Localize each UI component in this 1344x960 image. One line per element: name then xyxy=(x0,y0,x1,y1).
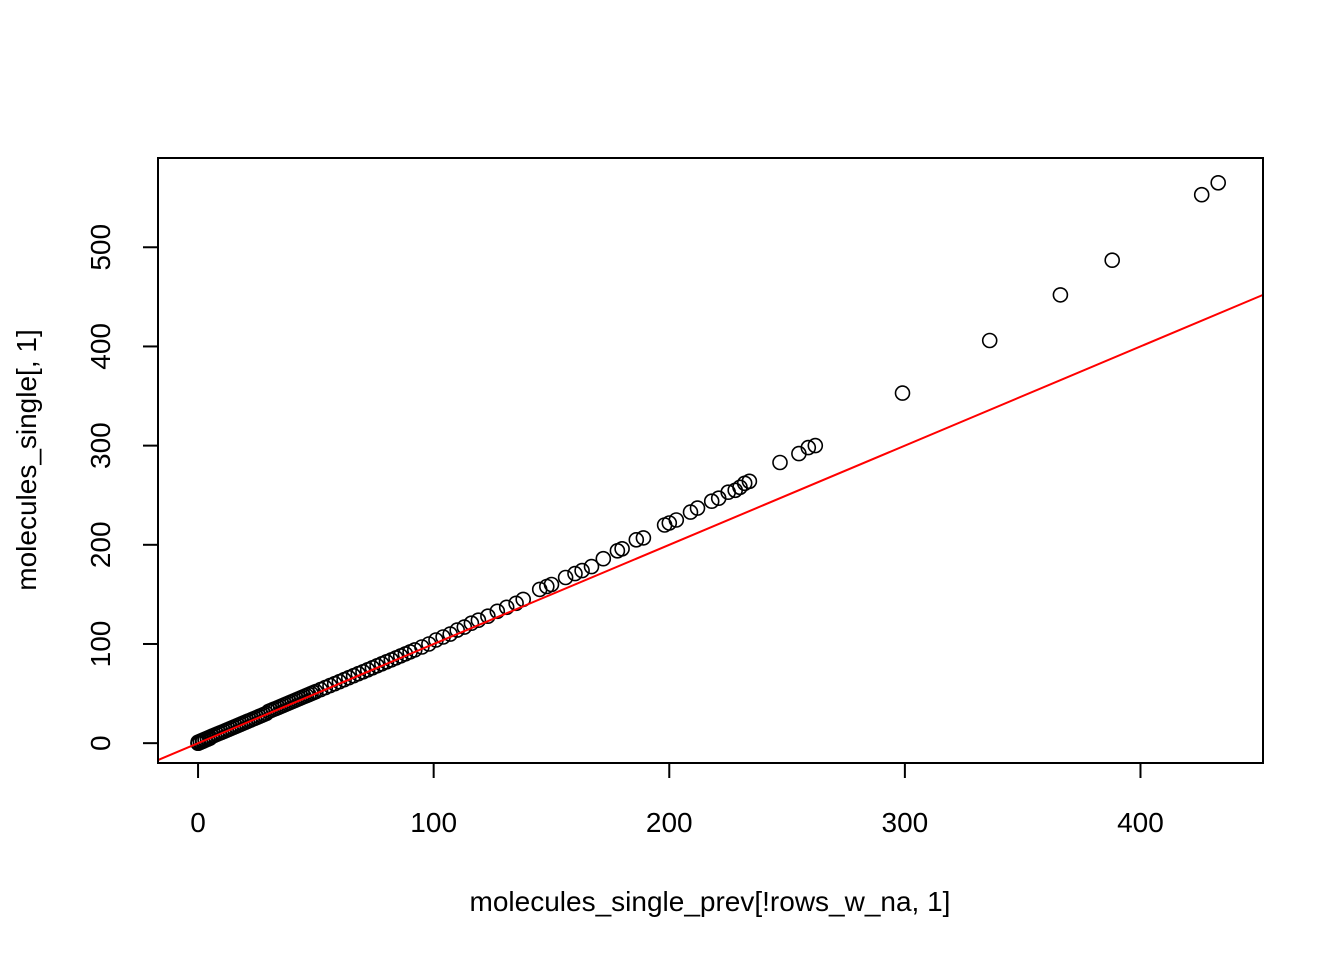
x-tick-label: 0 xyxy=(190,807,206,838)
reference-line-layer xyxy=(157,293,1264,761)
data-point xyxy=(661,515,678,531)
data-point xyxy=(800,439,817,456)
x-tick-label: 300 xyxy=(882,807,929,838)
x-tick-label: 400 xyxy=(1117,807,1164,838)
x-tick-label: 100 xyxy=(410,807,457,838)
y-tick-label: 100 xyxy=(85,621,116,668)
data-point xyxy=(1210,175,1226,191)
data-point xyxy=(595,550,612,567)
data-point xyxy=(1052,287,1069,303)
data-point xyxy=(894,385,911,401)
x-tick-label: 200 xyxy=(646,807,693,838)
data-point xyxy=(543,576,560,593)
plot-frame xyxy=(157,157,1264,764)
y-tick-label: 0 xyxy=(85,735,116,751)
data-point xyxy=(628,531,645,548)
data-point xyxy=(635,530,652,546)
y-tick-label: 400 xyxy=(85,323,116,370)
data-point xyxy=(1193,186,1210,203)
data-point xyxy=(480,608,496,625)
x-axis: 0 100 200 300 400 xyxy=(190,762,1164,838)
y-axis: 0 100 200 300 400 500 xyxy=(85,224,159,751)
reference-line xyxy=(157,293,1264,761)
data-point xyxy=(489,603,506,620)
data-point xyxy=(689,500,706,516)
data-point xyxy=(703,493,720,510)
data-point xyxy=(574,562,590,579)
data-point xyxy=(668,512,685,528)
y-axis-title: molecules_single[, 1] xyxy=(11,329,42,590)
y-tick-label: 300 xyxy=(85,422,116,469)
data-point xyxy=(1104,252,1120,269)
data-point xyxy=(741,473,758,490)
data-point xyxy=(807,437,824,454)
data-point xyxy=(583,558,600,575)
data-point xyxy=(772,454,788,471)
data-point xyxy=(463,615,480,632)
x-axis-title: molecules_single_prev[!rows_w_na, 1] xyxy=(470,886,951,917)
data-points xyxy=(190,175,1226,752)
data-point xyxy=(567,565,583,582)
y-tick-label: 500 xyxy=(85,224,116,271)
data-point xyxy=(614,540,630,557)
data-point xyxy=(981,332,998,349)
y-tick-label: 200 xyxy=(85,521,116,568)
data-point xyxy=(557,569,574,586)
data-point xyxy=(470,612,487,629)
